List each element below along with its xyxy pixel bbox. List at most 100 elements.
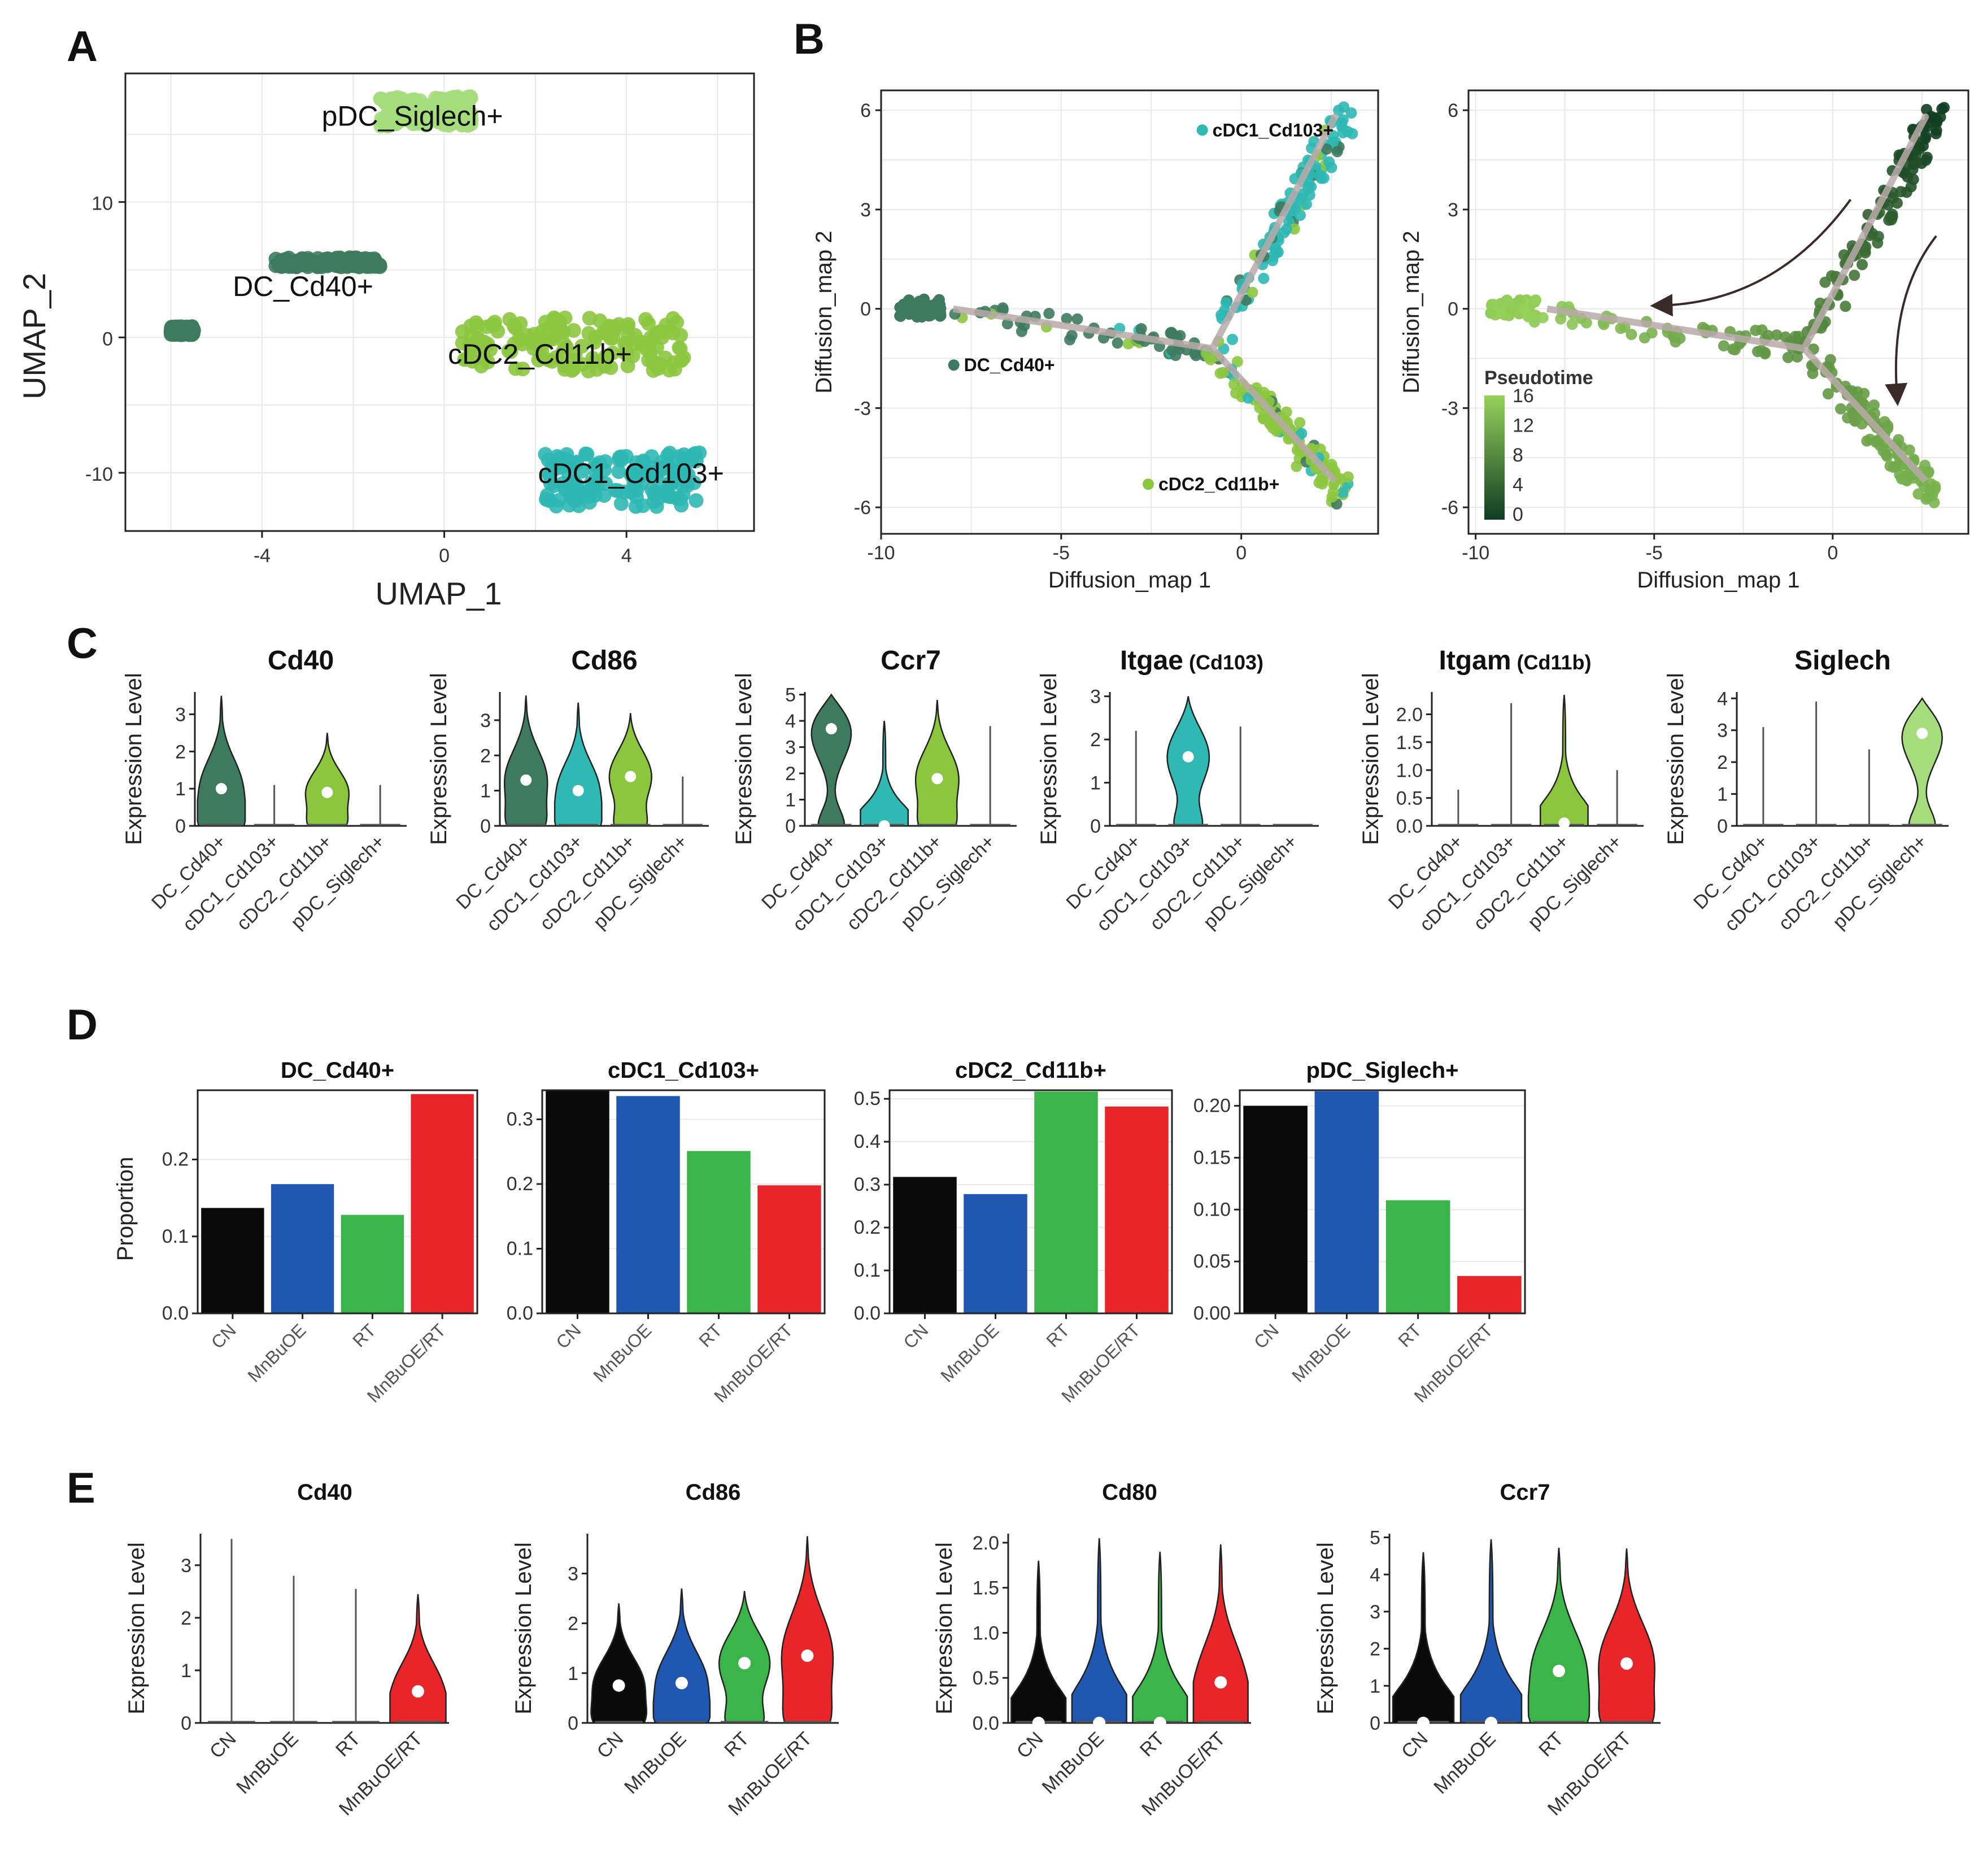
y-axis-label: Diffusion_map 2 <box>812 230 836 393</box>
umap-point <box>452 102 468 117</box>
diffusion-point <box>1598 319 1610 330</box>
colorbar-title: Pseudotime <box>1484 367 1593 389</box>
y-tick-label: 0.00 <box>1193 1303 1231 1324</box>
y-tick-label: 0 <box>480 816 491 837</box>
x-category-label: RT <box>720 1728 753 1761</box>
panel-label-d: D <box>67 1001 98 1049</box>
umap-point <box>392 111 407 127</box>
y-tick-label: 4 <box>785 711 796 732</box>
umap-point <box>558 451 573 467</box>
umap-point <box>582 489 597 504</box>
y-tick-label: 2 <box>1090 729 1101 751</box>
diffusion-point <box>1782 351 1794 363</box>
y-tick-label: 1 <box>785 790 796 811</box>
violin-title: Siglech <box>1794 646 1891 676</box>
x-axis-label: Diffusion_map 1 <box>1637 568 1799 593</box>
x-category-label: MnBuOE <box>1288 1320 1354 1386</box>
cluster-label: cDC1_Cd103+ <box>538 458 724 489</box>
umap-point <box>513 316 528 331</box>
plot-frame <box>541 1089 826 1314</box>
legend-dot <box>948 359 960 371</box>
diffusion-point <box>1856 259 1868 271</box>
y-tick-label: 0.2 <box>507 1173 533 1195</box>
x-category-label: RT <box>348 1320 380 1351</box>
trajectory-line <box>1546 113 1929 484</box>
diffusion-point <box>1884 460 1896 472</box>
bar <box>1105 1106 1169 1313</box>
y-tick-label: 1.0 <box>1396 760 1423 781</box>
median-dot <box>1553 1665 1565 1678</box>
median-dot <box>1153 1717 1166 1729</box>
x-category-label: CN <box>1013 1728 1048 1763</box>
umap-point <box>581 326 596 341</box>
violin-shape <box>1392 1552 1455 1724</box>
diffusion-point <box>997 302 1009 314</box>
umap-point <box>629 489 644 504</box>
diffusion-point <box>1910 157 1922 169</box>
y-tick-label: 1 <box>181 1660 191 1682</box>
violin-shape <box>1527 1547 1591 1724</box>
x-tick-label: -10 <box>867 542 895 564</box>
y-tick-label: 0.5 <box>1396 788 1423 809</box>
diffusion-point <box>1314 443 1326 455</box>
y-tick-label: 0.1 <box>162 1226 189 1247</box>
panel-b-diffusion-pseudotime: -10 -5 0 -6 -3 0 3 6 Diffusion_map 1 Diffusion_ma… <box>1399 89 1969 593</box>
umap-point <box>465 354 480 369</box>
diffusion-point <box>912 301 923 313</box>
colorbar-tick-label: 12 <box>1513 415 1534 437</box>
umap-point <box>653 324 669 339</box>
diffusion-point <box>1580 317 1592 329</box>
bar <box>201 1208 264 1313</box>
diffusion-point <box>1217 367 1229 378</box>
diffusion-point <box>1135 323 1147 334</box>
violin-shape <box>304 733 350 827</box>
y-tick-label: -6 <box>854 497 871 519</box>
diffusion-point <box>1247 286 1258 298</box>
bar <box>1385 1200 1450 1313</box>
violin-shape <box>1539 694 1589 827</box>
y-tick-label: 0.3 <box>854 1174 881 1195</box>
x-axis-label: UMAP_1 <box>375 576 502 611</box>
y-axis-label: Expression Level <box>1036 673 1061 845</box>
violin-title: Cd80 <box>1102 1480 1157 1505</box>
umap-point <box>515 362 530 377</box>
median-dot <box>1558 817 1570 829</box>
diffusion-point <box>1882 199 1894 211</box>
umap-point <box>404 92 419 107</box>
diffusion-point <box>1243 392 1254 404</box>
violin-shape <box>718 1591 771 1724</box>
panel-label-e: E <box>67 1464 95 1512</box>
median-dot <box>215 783 227 795</box>
umap-point <box>548 350 564 365</box>
x-category-label: cDC2_Cd11b+ <box>843 831 946 934</box>
median-dot <box>1417 1717 1430 1729</box>
x-category-label: pDC_Siglech+ <box>1524 831 1626 933</box>
y-tick-label: 0 <box>1448 299 1458 320</box>
umap-point <box>371 256 386 272</box>
y-tick-label: 2 <box>568 1613 578 1635</box>
y-tick-label: 0.3 <box>507 1109 533 1130</box>
diffusion-point <box>1300 198 1312 210</box>
colorbar-tick-label: 8 <box>1513 445 1523 466</box>
y-tick-label: 0.2 <box>854 1217 881 1238</box>
y-tick-label: 3 <box>1090 686 1101 708</box>
diffusion-point <box>1205 354 1217 365</box>
y-tick-label: 3 <box>181 1555 191 1577</box>
bar <box>1314 1091 1379 1313</box>
umap-point <box>611 452 626 468</box>
median-dot <box>612 1679 625 1692</box>
y-axis-label: Expression Level <box>124 1542 149 1714</box>
x-tick-label: 4 <box>621 545 632 567</box>
x-category-label: MnBuOE <box>243 1320 310 1386</box>
umap-point <box>422 106 437 121</box>
x-category-label: MnBuOE <box>232 1728 302 1798</box>
x-category-label: RT <box>1042 1320 1073 1351</box>
y-tick-label: 0 <box>102 328 113 350</box>
plot-frame <box>197 1089 478 1314</box>
legend-dot <box>1143 478 1154 490</box>
y-tick-label: 2 <box>1717 752 1728 773</box>
x-category-label: MnBuOE <box>620 1728 690 1798</box>
umap-point <box>674 352 689 368</box>
y-tick-label: 0.20 <box>1193 1095 1231 1117</box>
